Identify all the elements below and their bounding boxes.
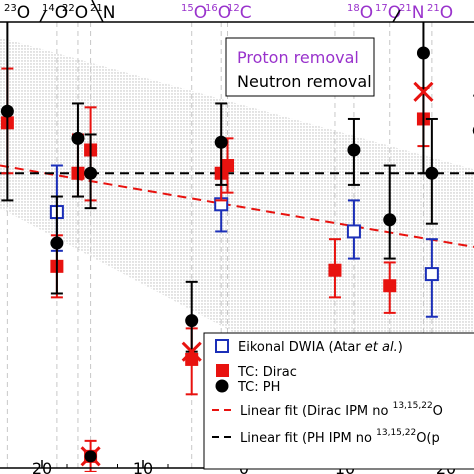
ph-marker [383, 213, 397, 227]
ph-marker [84, 450, 97, 463]
eikonal-marker [346, 224, 361, 239]
dirac-marker [328, 263, 342, 277]
cross-marker [413, 81, 434, 102]
top-label: 18O [347, 3, 373, 23]
legend-dirac-label: TC: Dirac [237, 365, 297, 380]
legend-black-fit-label: Linear fit (PH IPM no 13,15,22O(p [240, 428, 440, 446]
ph-marker [50, 236, 64, 250]
legend-eikonal-label: Eikonal DWIA (Atar et al.) [238, 340, 403, 355]
eikonal-marker [424, 267, 439, 282]
top-label: 22O [62, 3, 88, 23]
dirac-marker [383, 279, 397, 293]
top-label: 16O [205, 3, 231, 23]
cross-marker [181, 341, 202, 362]
ph-marker [71, 131, 85, 145]
legend-dirac-marker [216, 364, 229, 377]
legend-ph-label: TC: PH [237, 380, 280, 395]
ph-marker [425, 166, 439, 180]
ph-marker [84, 166, 98, 180]
top-label: 23O [4, 3, 30, 23]
legend-neutron-label: Neutron removal [237, 72, 372, 91]
top-label: 15O [181, 3, 207, 23]
legend-main-box: Eikonal DWIA (Atar et al.) TC: Dirac TC:… [203, 332, 474, 470]
top-axis-tick [39, 9, 47, 23]
legend-ph-marker [215, 379, 229, 393]
ph-marker [185, 314, 199, 328]
top-label: 21N [399, 3, 424, 23]
top-label: 17O [375, 3, 401, 23]
ph-marker [347, 143, 361, 157]
dirac-marker [221, 158, 235, 172]
ph-marker [0, 104, 14, 118]
top-nucleus-labels: 23O14O22O21N15O16O12C18O17O21N21O [4, 0, 453, 23]
top-label: 21O [427, 3, 453, 23]
legend-eikonal-marker [215, 339, 229, 353]
top-axis-tick [392, 9, 401, 23]
ph-marker [416, 46, 430, 60]
tick-label: 20 [32, 459, 52, 474]
top-axis-tick [91, 0, 104, 23]
tick-label: 10 [133, 459, 153, 474]
legend-red-fit-label: Linear fit (Dirac IPM no 13,15,22O [240, 401, 443, 419]
data-markers [0, 22, 474, 472]
top-label: 14O [42, 3, 68, 23]
ph-marker [214, 135, 228, 149]
legend-proton-neutron-box: Proton removal Neutron removal [225, 37, 375, 97]
legend-proton-label: Proton removal [237, 48, 359, 67]
top-label: 12C [227, 3, 252, 23]
